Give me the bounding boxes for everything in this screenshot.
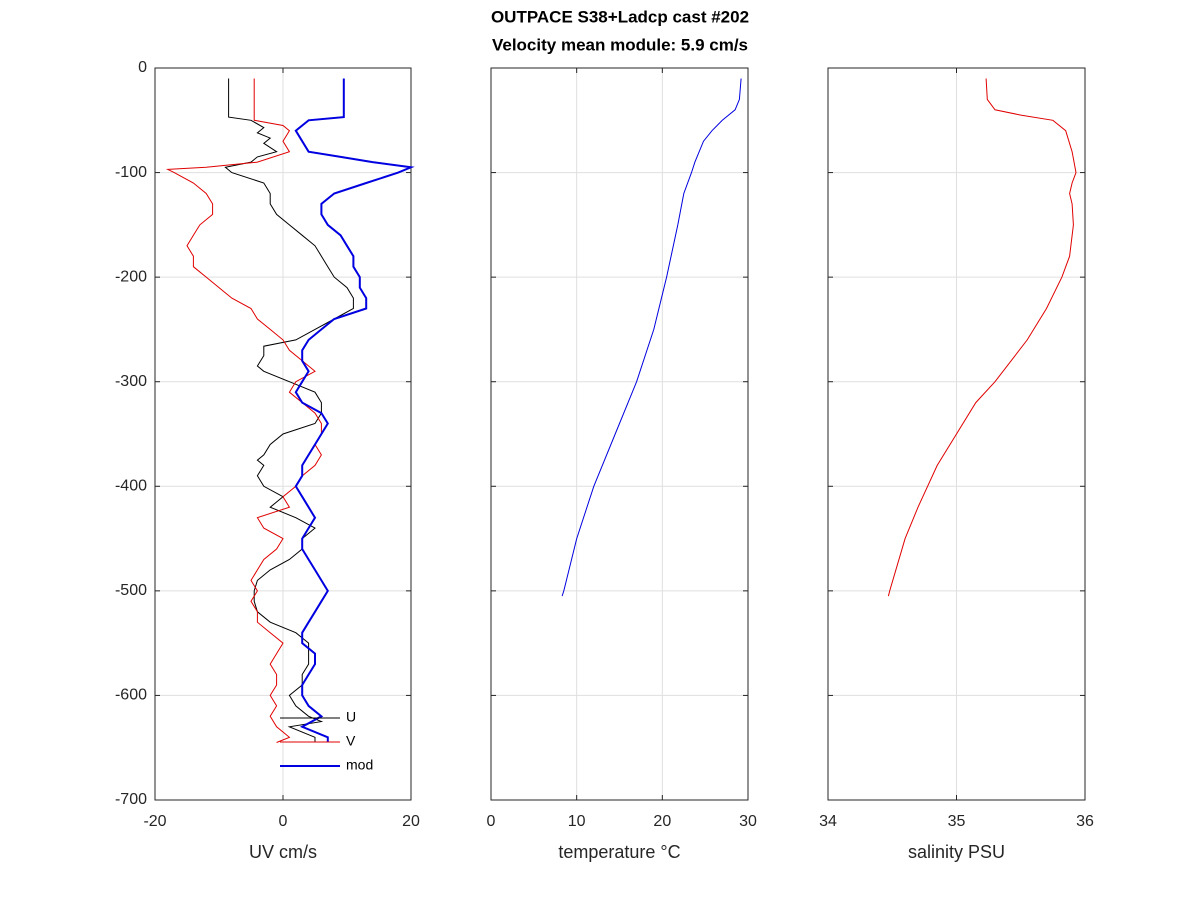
axes-box bbox=[827, 67, 1086, 801]
legend-label: V bbox=[346, 733, 356, 749]
title-line: OUTPACE S38+Ladcp cast #202 bbox=[491, 7, 749, 26]
y-tick-label: -200 bbox=[115, 268, 147, 285]
x-tick-label: 10 bbox=[568, 813, 586, 830]
axes-box bbox=[154, 67, 412, 801]
data-line bbox=[294, 78, 415, 743]
x-tick-label: 0 bbox=[279, 813, 288, 830]
y-tick-label: -600 bbox=[115, 687, 147, 704]
y-tick-label: -300 bbox=[115, 373, 147, 390]
x-tick-label: 20 bbox=[653, 813, 671, 830]
x-tick-label: 36 bbox=[1076, 813, 1094, 830]
x-tick-label: 20 bbox=[402, 813, 420, 830]
x-tick-label: -20 bbox=[143, 813, 166, 830]
data-line bbox=[165, 78, 322, 743]
y-tick-label: -500 bbox=[115, 582, 147, 599]
legend-label: U bbox=[346, 709, 356, 725]
y-tick-label: -400 bbox=[115, 478, 147, 495]
legend-label: mod bbox=[346, 757, 373, 773]
data-line bbox=[561, 78, 742, 597]
x-tick-label: 34 bbox=[819, 813, 837, 830]
x-tick-label: 35 bbox=[948, 813, 966, 830]
title-line: Velocity mean module: 5.9 cm/s bbox=[492, 35, 748, 54]
y-tick-label: 0 bbox=[138, 59, 147, 76]
data-line bbox=[887, 78, 1077, 597]
x-axis-label: salinity PSU bbox=[908, 842, 1005, 862]
y-tick-label: -100 bbox=[115, 164, 147, 181]
x-axis-label: temperature °C bbox=[558, 842, 680, 862]
x-tick-label: 30 bbox=[739, 813, 757, 830]
x-tick-label: 0 bbox=[487, 813, 496, 830]
y-tick-label: -700 bbox=[115, 791, 147, 808]
axes-box bbox=[490, 67, 749, 801]
x-axis-label: UV cm/s bbox=[249, 842, 317, 862]
